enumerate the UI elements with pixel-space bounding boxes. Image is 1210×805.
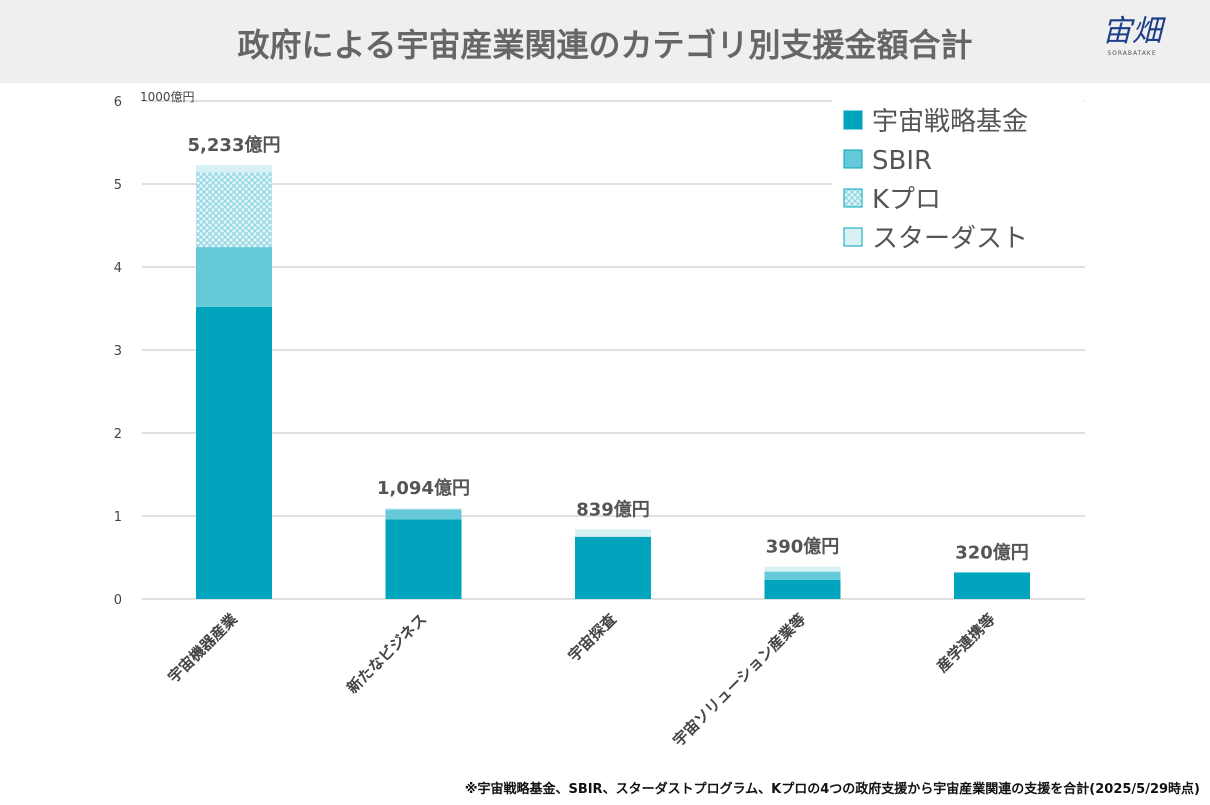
legend-swatch xyxy=(843,227,863,247)
bar-segment xyxy=(764,571,841,580)
bar-segment xyxy=(196,306,272,599)
y-tick-label: 5 xyxy=(114,178,122,193)
x-tick-label: 宇宙ソリューション産業等 xyxy=(670,610,810,750)
x-tick-label: 宇宙探査 xyxy=(565,609,621,665)
bar-segment xyxy=(575,536,651,599)
logo-text: 宙畑 xyxy=(1102,14,1162,49)
x-tick-label: 新たなビジネス xyxy=(343,610,430,697)
chart-title: 政府による宇宙産業関連のカテゴリ別支援金額合計 xyxy=(237,26,973,64)
legend-label: スターダスト xyxy=(872,224,1028,254)
bar-segment xyxy=(385,508,462,510)
legend-swatch xyxy=(843,149,863,169)
legend-label: 宇宙戦略基金 xyxy=(872,107,1028,137)
legend-swatch xyxy=(843,188,863,208)
y-tick-label: 0 xyxy=(114,593,122,608)
y-axis-unit: 1000億円 xyxy=(140,90,195,104)
legend-label: SBIR xyxy=(872,146,932,176)
legend-box xyxy=(832,98,1084,258)
bar-segment xyxy=(385,519,462,599)
x-tick-label: 宇宙機器産業 xyxy=(164,609,241,686)
x-tick-label: 産学連携等 xyxy=(933,610,999,676)
bar-segment xyxy=(385,509,462,520)
header: 政府による宇宙産業関連のカテゴリ別支援金額合計 宙畑 SORABATAKE xyxy=(0,0,1210,83)
data-label: 839億円 xyxy=(576,498,650,520)
y-tick-label: 2 xyxy=(114,427,122,442)
legend-label: Kプロ xyxy=(872,185,941,215)
bar-segment xyxy=(196,164,272,173)
footnote: ※宇宙戦略基金、SBIR、スターダストプログラム、Kプロの4つの政府支援から宇宙… xyxy=(464,782,1200,797)
data-label: 5,233億円 xyxy=(188,134,281,156)
y-tick-label: 6 xyxy=(114,95,122,110)
data-label: 320億円 xyxy=(955,541,1029,563)
bar-segment xyxy=(954,572,1030,599)
data-label: 390億円 xyxy=(766,536,840,558)
data-label: 1,094億円 xyxy=(377,477,470,499)
y-tick-label: 1 xyxy=(114,510,122,525)
bar-segment xyxy=(764,579,841,599)
bar-segment xyxy=(575,529,651,537)
logo: 宙畑 SORABATAKE xyxy=(1092,14,1172,57)
y-tick-label: 3 xyxy=(114,344,122,359)
legend-swatch xyxy=(843,110,863,130)
bar-segment xyxy=(196,247,272,307)
logo-subtext: SORABATAKE xyxy=(1107,50,1157,57)
y-tick-label: 4 xyxy=(114,261,122,276)
bar-segment xyxy=(764,566,841,572)
bar-segment xyxy=(196,172,272,248)
